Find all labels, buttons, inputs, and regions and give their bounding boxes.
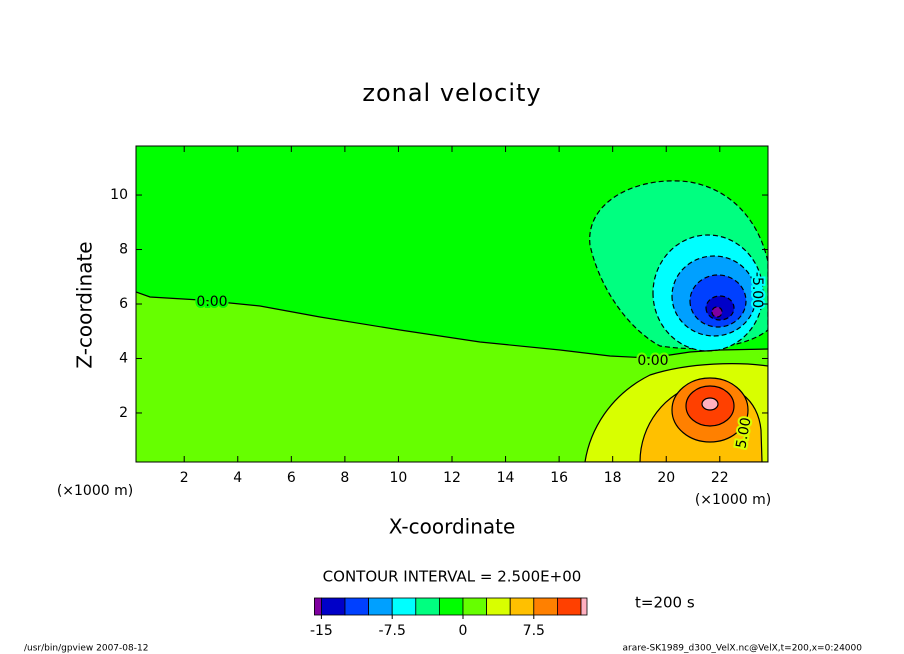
x-tick-label: 14 <box>497 470 515 486</box>
zero-contour <box>136 291 768 359</box>
colorbar-box <box>391 597 417 616</box>
chart-title: zonal velocity <box>362 79 541 107</box>
colorbar-tick-label: -15 <box>310 623 333 639</box>
colorbar-box <box>415 597 440 616</box>
y-tick-label: 8 <box>119 242 128 258</box>
x-tick-label: 22 <box>711 470 729 486</box>
y-axis-label: Z-coordinate <box>73 241 97 368</box>
colorbar-tick-label: 0 <box>459 623 468 639</box>
y-tick-label: 4 <box>119 350 128 366</box>
x-tick-label: 10 <box>390 470 408 486</box>
colorbar-box <box>533 597 558 616</box>
y-tick-label: 2 <box>119 405 128 421</box>
colorbar-box <box>344 597 370 616</box>
x-unit: (×1000 m) <box>695 492 771 508</box>
x-tick-label: 12 <box>443 470 461 486</box>
colorbar-box <box>313 597 322 616</box>
contour-interval: CONTOUR INTERVAL = 2.500E+00 <box>323 568 582 586</box>
contour-fills <box>136 146 768 462</box>
colorbar-box <box>557 597 582 616</box>
contour-region <box>701 397 719 411</box>
x-tick-label: 4 <box>233 470 242 486</box>
footer-right: arare-SK1989_d300_VelX.nc@VelX,t=200,x=0… <box>623 644 863 654</box>
contour-label: 0.00 <box>196 294 227 310</box>
colorbar-tick-label: 7.5 <box>523 623 545 639</box>
y-tick-label: 6 <box>119 296 128 312</box>
contour-label: -5.00 <box>749 272 765 308</box>
colorbar-box <box>368 597 393 616</box>
colorbar-box <box>509 597 535 616</box>
x-tick-label: 16 <box>550 470 568 486</box>
colorbar-box <box>580 597 588 616</box>
time-label: t=200 s <box>635 594 695 612</box>
colorbar-box <box>486 597 511 616</box>
colorbar-box <box>438 597 464 616</box>
x-tick-label: 6 <box>287 470 296 486</box>
x-axis-label: X-coordinate <box>389 515 516 539</box>
contour-region <box>711 306 723 318</box>
colorbar-tick-label: -7.5 <box>379 623 406 639</box>
colorbar-box <box>320 597 346 616</box>
y-tick-label: 10 <box>110 187 128 203</box>
x-tick-label: 20 <box>657 470 675 486</box>
x-unit: (×1000 m) <box>57 483 133 499</box>
x-tick-label: 18 <box>604 470 622 486</box>
contour-label: 0.00 <box>637 353 668 369</box>
footer-left: /usr/bin/gpview 2007-08-12 <box>24 644 148 654</box>
x-tick-label: 2 <box>180 470 189 486</box>
x-tick-label: 8 <box>340 470 349 486</box>
colorbar-box <box>462 597 488 616</box>
